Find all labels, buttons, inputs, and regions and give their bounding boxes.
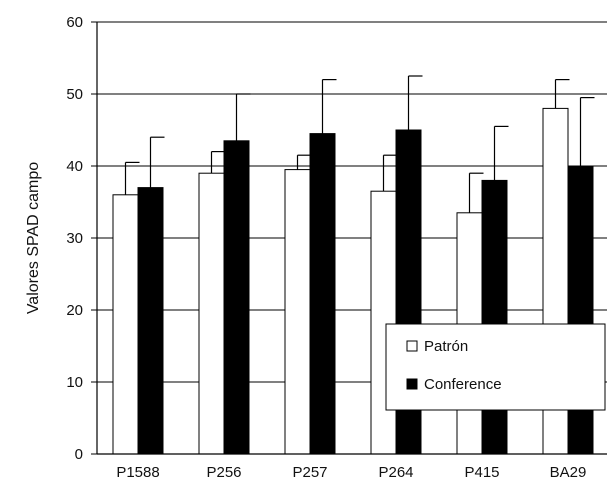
bar-conference <box>481 179 508 455</box>
x-tick-label: P264 <box>378 464 413 481</box>
x-tick-labels: P1588 P256 P257 P264 P415 BA29 <box>116 464 586 481</box>
gridlines <box>91 21 607 455</box>
y-tick-label: 0 <box>75 446 83 463</box>
legend-swatch-conference <box>406 378 418 390</box>
y-tick-label: 50 <box>66 86 83 103</box>
legend-label: Conference <box>424 376 502 393</box>
bar-patron <box>284 169 311 455</box>
bar-patron <box>198 172 225 455</box>
y-tick-labels: 0 10 20 30 40 50 60 <box>66 14 83 463</box>
legend: Patrón Conference <box>385 323 606 411</box>
y-axis-label: Valores SPAD campo <box>25 162 42 314</box>
axes <box>96 22 607 455</box>
bar-conference <box>567 165 594 455</box>
y-tick-label: 40 <box>66 158 83 175</box>
x-tick-label: P1588 <box>116 464 159 481</box>
x-tick-label: P415 <box>464 464 499 481</box>
x-tick-label: BA29 <box>550 464 587 481</box>
y-tick-label: 10 <box>66 374 83 391</box>
legend-swatch-patron <box>406 340 418 352</box>
y-tick-label: 20 <box>66 302 83 319</box>
legend-label: Patrón <box>424 338 468 355</box>
legend-box <box>385 323 606 411</box>
bar-conference <box>137 187 164 455</box>
bar-patron <box>370 190 397 455</box>
bar-conference <box>223 140 250 455</box>
y-tick-label: 30 <box>66 230 83 247</box>
x-tick-label: P256 <box>206 464 241 481</box>
x-tick-label: P257 <box>292 464 327 481</box>
bar-conference <box>309 133 336 455</box>
y-tick-label: 60 <box>66 14 83 31</box>
bar-patron <box>112 194 139 455</box>
